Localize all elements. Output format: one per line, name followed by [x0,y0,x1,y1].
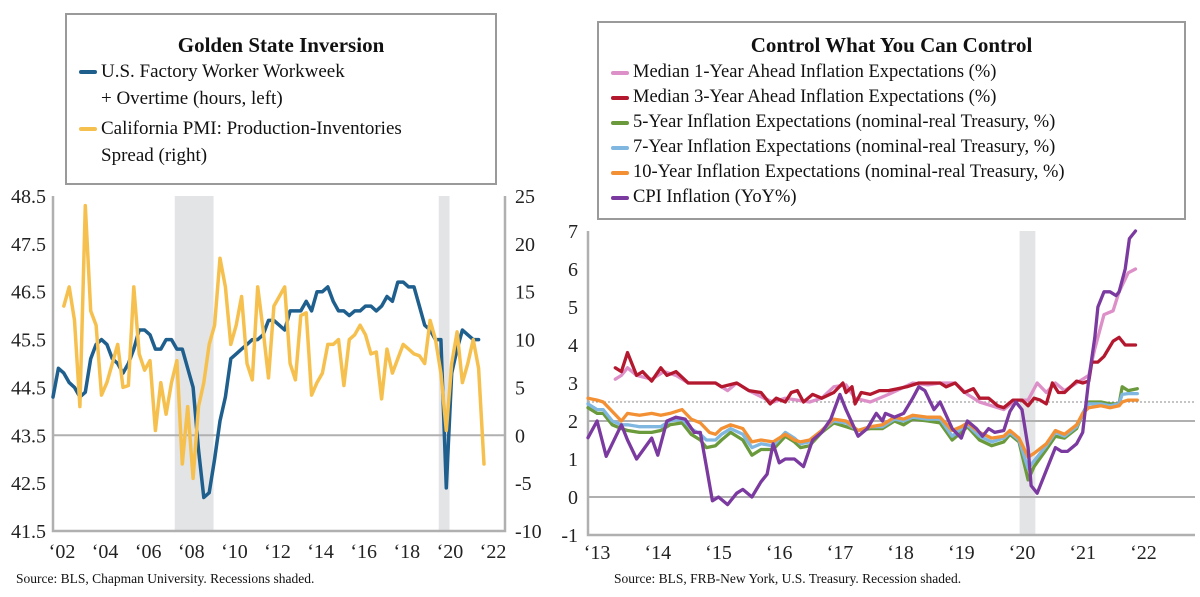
california-pmi-series-line [62,203,486,481]
x-tick-label: ‘10 [221,541,248,563]
median-3yr-line [613,335,1138,410]
legend-swatch [611,146,629,150]
x-tick-label: ‘20 [437,541,464,563]
legend-item-workweek: U.S. Factory Worker Workweek + Overtime … [67,58,495,112]
y-tick-label: 6 [568,259,578,281]
legend-label: U.S. Factory Worker Workweek [101,61,345,82]
y-tick-label: 2 [568,411,578,433]
x-tick-label: ‘16 [766,542,793,564]
y-left-tick-label: 41.5 [11,521,46,543]
legend-swatch-california-pmi [79,127,97,131]
left-chart-legend: Golden State Inversion U.S. Factory Work… [65,13,497,185]
legend-item-7yr: 7-Year Inflation Expectations (nominal-r… [599,135,1184,160]
y-left-tick-label: 44.5 [11,377,46,399]
axis-frame [51,196,507,533]
legend-item-california-pmi: California PMI: Production-Inventories S… [67,115,495,169]
y-tick-label: 7 [568,221,578,243]
x-tick-label: ‘20 [1009,542,1036,564]
right-chart-title: Control What You Can Control [750,33,1033,57]
legend-label: California PMI: Production-Inventories [101,118,402,139]
x-tick-label: ‘13 [584,542,611,564]
x-tick-label: ‘19 [948,542,975,564]
recession-shading [438,196,450,531]
y-right-tick-label: 5 [515,377,525,399]
legend-label: 7-Year Inflation Expectations (nominal-r… [633,137,1056,157]
x-tick-label: ‘18 [393,541,420,563]
x-tick-label: ‘06 [135,541,162,563]
x-tick-label: ‘16 [350,541,377,563]
y-right-tick-label: 10 [515,330,535,352]
y-right-tick-label: -5 [515,473,532,495]
y-right-tick-label: -10 [515,521,542,543]
x-tick-label: ‘02 [49,541,76,563]
x-tick-label: ‘21 [1069,542,1096,564]
x-tick-label: ‘17 [827,542,854,564]
y-left-tick-label: 45.5 [11,330,46,352]
legend-item-median-3yr: Median 3-Year Ahead Inflation Expectatio… [599,85,1184,110]
legend-item-cpi: CPI Inflation (YoY%) [599,185,1184,210]
left-chart-source: Source: BLS, Chapman University. Recessi… [16,571,315,586]
right-chart-source: Source: BLS, FRB-New York, U.S. Treasury… [614,571,962,586]
left-chart-title: Golden State Inversion [177,33,385,57]
legend-swatch [611,96,629,100]
y-tick-label: 5 [568,297,578,319]
y-tick-label: 4 [568,335,578,357]
x-tick-label: ‘14 [644,542,671,564]
legend-swatch [611,171,629,175]
legend-label: + Overtime (hours, left) [101,88,283,109]
y-left-tick-label: 42.5 [11,473,46,495]
y-right-tick-label: 15 [515,282,535,304]
legend-label: Median 1-Year Ahead Inflation Expectatio… [633,62,997,82]
cpi-inflation-line [586,229,1138,507]
x-tick-label: ‘04 [92,541,119,563]
x-tick-label: ‘08 [178,541,205,563]
y-left-tick-label: 47.5 [11,234,46,256]
legend-label: Median 3-Year Ahead Inflation Expectatio… [633,87,997,107]
y-tick-label: 3 [568,373,578,395]
legend-label: 5-Year Inflation Expectations (nominal-r… [633,112,1056,132]
x-tick-label: ‘18 [887,542,914,564]
axis-frame [586,231,1195,537]
y-right-tick-label: 0 [515,425,525,447]
y-left-tick-label: 46.5 [11,282,46,304]
legend-swatch [611,196,629,200]
y-left-tick-label: 48.5 [11,186,46,208]
legend-swatch-workweek [79,70,97,74]
x-tick-label: ‘15 [705,542,732,564]
legend-label: Spread (right) [101,145,208,166]
x-tick-label: ‘12 [264,541,291,563]
legend-item-median-1yr: Median 1-Year Ahead Inflation Expectatio… [599,60,1184,85]
right-chart-legend: Control What You Can Control Median 1-Ye… [597,21,1186,220]
y-tick-label: 0 [568,487,578,509]
x-tick-label: ‘22 [1130,542,1157,564]
ten-year-breakeven-line [586,396,1139,459]
workweek-series-line [51,280,481,500]
legend-swatch [611,121,629,125]
legend-label: CPI Inflation (YoY%) [633,187,797,207]
y-left-tick-label: 43.5 [11,425,46,447]
y-tick-label: -1 [561,525,578,547]
legend-swatch [611,71,629,75]
y-right-tick-label: 20 [515,234,535,256]
y-tick-label: 1 [568,449,578,471]
legend-item-10yr: 10-Year Inflation Expectations (nominal-… [599,160,1184,185]
y-right-tick-label: 25 [515,186,535,208]
legend-label: 10-Year Inflation Expectations (nominal-… [633,162,1065,182]
x-tick-label: ‘14 [307,541,334,563]
legend-item-5yr: 5-Year Inflation Expectations (nominal-r… [599,110,1184,135]
x-tick-label: ‘22 [480,541,507,563]
